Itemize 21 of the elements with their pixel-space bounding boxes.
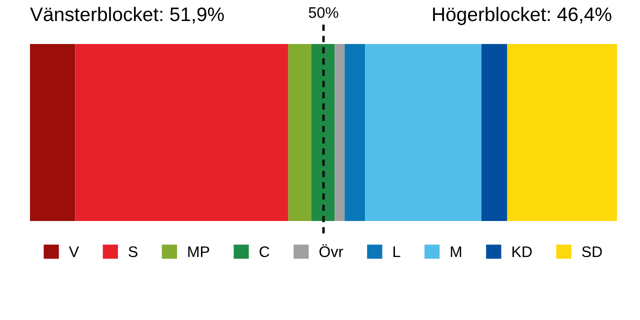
bar [344, 44, 366, 221]
text: Högerblocket: 46,4% [433, 6, 612, 26]
legend-label: V [68, 246, 79, 257]
legend-label: C [260, 246, 270, 258]
legend-label: KD [512, 246, 532, 257]
ref-line-label: 50% [308, 7, 338, 18]
legend-label: MP [188, 246, 210, 257]
legend-label: Övr [319, 244, 344, 258]
legend-label: S [128, 246, 138, 258]
bar [365, 44, 482, 221]
legend-label: M [450, 246, 462, 257]
bar [288, 44, 312, 221]
legend-label: SD [582, 246, 602, 258]
bar [75, 44, 288, 221]
bar [507, 44, 617, 221]
bar [30, 44, 76, 221]
bar [311, 44, 335, 221]
bar [334, 44, 345, 221]
legend-label: L [394, 246, 400, 257]
text: Vänsterblocket: 51,9% [30, 6, 224, 24]
bar [481, 44, 508, 221]
